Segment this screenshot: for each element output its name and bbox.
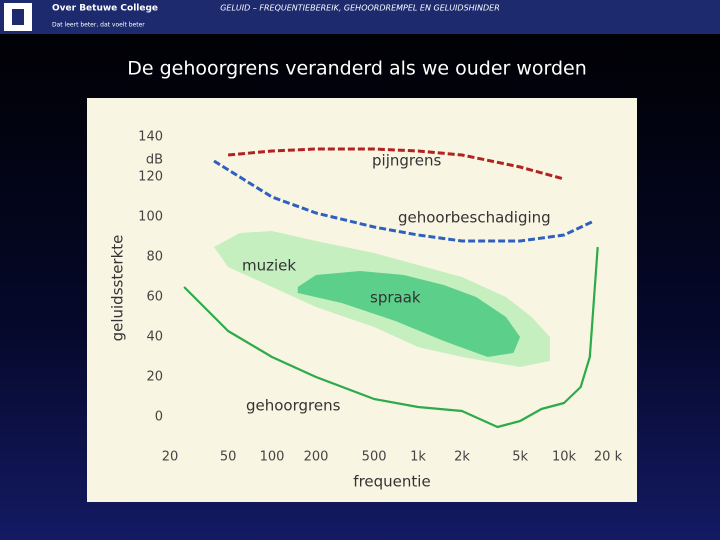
y-tick-label: 40 — [146, 330, 163, 345]
series-label: pijngrens — [372, 152, 441, 170]
series-label: gehoorgrens — [246, 397, 341, 415]
y-tick-label: 0 — [155, 410, 163, 425]
x-tick-label: 5k — [512, 450, 528, 465]
x-tick-label: 10k — [552, 450, 577, 465]
logo-mark — [12, 9, 24, 25]
x-tick-label: 1k — [410, 450, 426, 465]
y-tick-label: 80 — [146, 250, 163, 265]
x-tick-label: 500 — [362, 450, 387, 465]
x-tick-label: 200 — [304, 450, 329, 465]
header-bar — [0, 0, 720, 34]
x-tick-label: 100 — [260, 450, 285, 465]
region-label: muziek — [242, 257, 296, 275]
brand: Over Betuwe College — [52, 4, 158, 14]
tagline: Dat leert beter, dat voelt beter — [52, 22, 145, 29]
series-line — [213, 159, 595, 243]
slide-title: De gehoorgrens veranderd als we ouder wo… — [127, 58, 587, 80]
y-tick-label: 120 — [138, 170, 163, 185]
region — [297, 271, 521, 357]
x-tick-label: 20 k — [594, 450, 623, 465]
series-line — [227, 147, 565, 181]
plot: muziek spraak 0 20 40 60 80 100 120 140 dB 20 50 100 2… — [109, 130, 623, 491]
y-tick-label: 60 — [146, 290, 163, 305]
x-tick-label: 50 — [220, 450, 237, 465]
y-tick-label: 20 — [146, 370, 163, 385]
x-tick-label: 20 — [162, 450, 179, 465]
region-label: spraak — [370, 289, 421, 307]
x-axis-label: frequentie — [353, 473, 430, 491]
series-line — [183, 246, 599, 429]
x-tick-label: 2k — [454, 450, 470, 465]
y-axis-label: geluidssterkte — [109, 235, 127, 342]
y-tick-label: 140 — [138, 130, 163, 145]
series-label: gehoorbeschadiging — [398, 209, 551, 227]
header-title: GELUID – FREQUENTIEBEREIK, GEHOORDREMPEL… — [220, 4, 500, 13]
y-tick-label: 100 — [138, 210, 163, 225]
y-unit: dB — [146, 153, 163, 168]
